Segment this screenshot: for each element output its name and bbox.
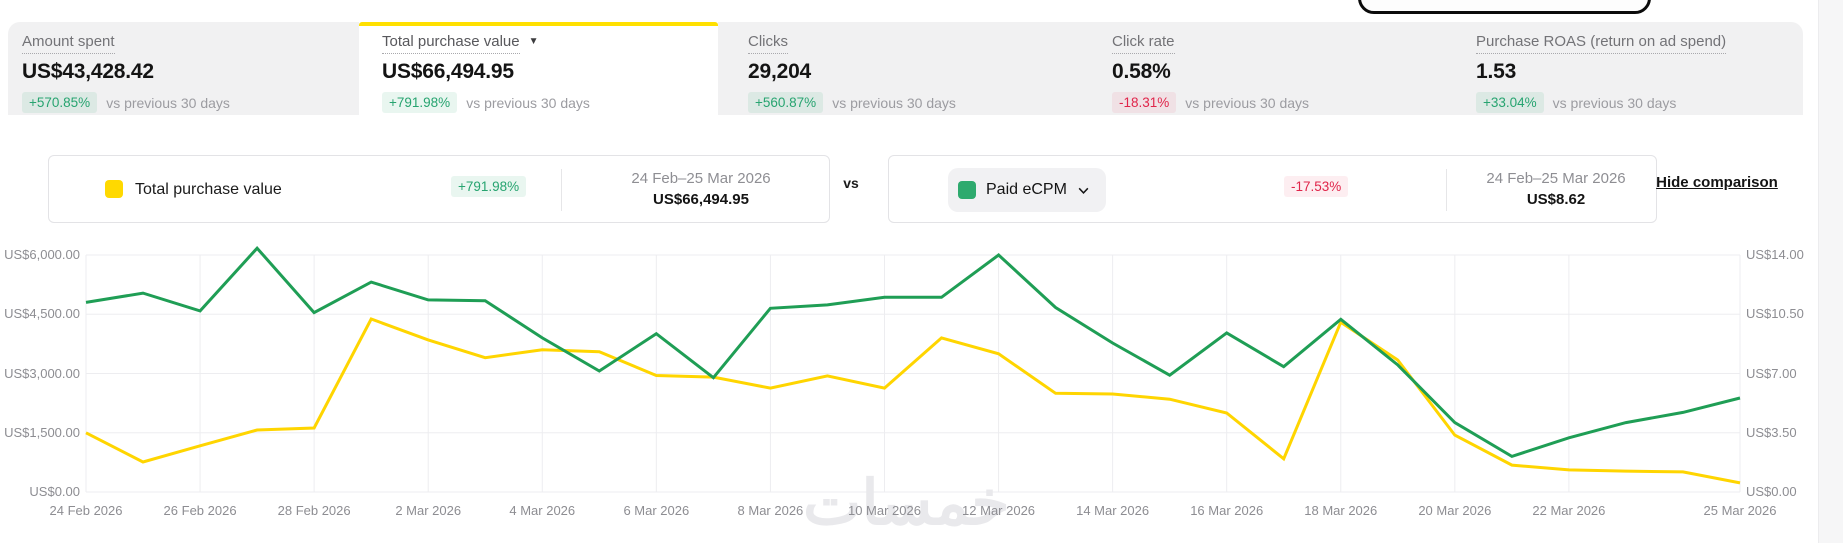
x-axis-label: 4 Mar 2026 [509, 503, 576, 518]
divider [1446, 169, 1447, 211]
metric-tab-total-purchase-value[interactable]: Total purchase value ▼ US$66,494.95 +791.… [359, 22, 718, 115]
metric-label: Click rate [1112, 34, 1175, 54]
metric-value: 0.58% [1112, 60, 1171, 83]
series-line-paid-ecpm [85, 245, 1741, 459]
secondary-date-block: 24 Feb–25 Mar 2026 US$8.62 [1456, 168, 1656, 210]
change-badge: +33.04% [1476, 92, 1544, 113]
cutoff-top-button[interactable] [1358, 0, 1651, 14]
y-axis-label-right: US$7.00 [1746, 365, 1797, 381]
x-axis-label: 14 Mar 2026 [1076, 503, 1150, 518]
secondary-series-name: Paid eCPM [986, 181, 1067, 198]
x-axis-label: 6 Mar 2026 [623, 503, 690, 518]
y-axis-label-right: US$3.50 [1746, 424, 1797, 440]
metric-label: Purchase ROAS (return on ad spend) [1476, 34, 1727, 54]
primary-date-block: 24 Feb–25 Mar 2026 US$66,494.95 [571, 168, 831, 210]
y-axis-label-left: US$3,000.00 [4, 365, 80, 381]
y-axis-label-left: US$4,500.00 [4, 306, 80, 322]
chart-plot-area [85, 245, 1741, 493]
change-badge: -18.31% [1112, 92, 1177, 113]
x-axis-label: 26 Feb 2026 [163, 503, 237, 518]
divider [561, 169, 562, 211]
secondary-series-swatch [958, 181, 976, 199]
chevron-down-icon[interactable]: ▼ [528, 36, 539, 47]
y-axis-label-right: US$14.00 [1746, 247, 1804, 262]
y-axis-label-left: US$1,500.00 [4, 424, 80, 440]
metric-value: 29,204 [748, 60, 812, 83]
x-axis-label: 28 Feb 2026 [277, 503, 351, 518]
primary-date-range: 24 Feb–25 Mar 2026 [631, 170, 771, 187]
x-axis-label: 16 Mar 2026 [1190, 503, 1264, 518]
primary-series-swatch [105, 180, 123, 198]
x-axis-label: 12 Mar 2026 [962, 503, 1036, 518]
hide-comparison-link[interactable]: Hide comparison [1656, 174, 1778, 191]
y-axis-label-right: US$10.50 [1746, 306, 1804, 322]
secondary-date-range: 24 Feb–25 Mar 2026 [1486, 170, 1626, 187]
x-axis-label: 8 Mar 2026 [737, 503, 804, 518]
secondary-metric-legend-card: Paid eCPM -17.53% 24 Feb–25 Mar 2026 US$… [888, 155, 1657, 223]
metric-value: US$43,428.42 [22, 60, 154, 83]
metric-value: US$66,494.95 [382, 60, 514, 83]
x-axis-label: 20 Mar 2026 [1418, 503, 1492, 518]
secondary-change-badge: -17.53% [1284, 176, 1349, 197]
y-axis-label-right: US$0.00 [1746, 484, 1797, 499]
metric-value: 1.53 [1476, 60, 1517, 83]
compare-period-label: vs previous 30 days [466, 94, 590, 111]
metric-tab-purchase-roas[interactable]: Purchase ROAS (return on ad spend) 1.53 … [1446, 22, 1803, 115]
metric-tab-clicks[interactable]: Clicks 29,204 +560.87% vs previous 30 da… [718, 22, 1082, 115]
x-axis-label: 25 Mar 2026 [1703, 503, 1777, 518]
primary-series-name: Total purchase value [135, 181, 282, 198]
compare-period-label: vs previous 30 days [832, 94, 956, 111]
primary-change-badge: +791.98% [451, 176, 527, 197]
secondary-total-value: US$8.62 [1526, 191, 1586, 208]
change-badge: +570.85% [22, 92, 98, 113]
x-axis-label: 2 Mar 2026 [395, 503, 462, 518]
x-axis-label: 24 Feb 2026 [49, 503, 123, 518]
x-axis-label: 10 Mar 2026 [847, 503, 921, 518]
primary-metric-legend-card: Total purchase value +791.98% 24 Feb–25 … [48, 155, 830, 223]
metrics-tab-bar: Amount spent US$43,428.42 +570.85% vs pr… [8, 22, 1803, 115]
secondary-metric-dropdown[interactable]: Paid eCPM [948, 168, 1106, 212]
vs-label: vs [843, 175, 859, 191]
metric-label: Amount spent [22, 34, 115, 54]
compare-period-label: vs previous 30 days [1552, 94, 1677, 111]
metric-label: Total purchase value [382, 34, 520, 54]
series-line-total-purchase-value [85, 317, 1741, 485]
y-axis-label-left: US$0.00 [29, 484, 80, 499]
metric-tab-click-rate[interactable]: Click rate 0.58% -18.31% vs previous 30 … [1082, 22, 1446, 115]
x-axis-label: 22 Mar 2026 [1532, 503, 1606, 518]
x-axis-label: 18 Mar 2026 [1304, 503, 1378, 518]
change-badge: +560.87% [748, 92, 824, 113]
chevron-down-icon [1078, 187, 1089, 194]
change-badge: +791.98% [382, 92, 458, 113]
primary-total-value: US$66,494.95 [653, 191, 749, 208]
y-axis-label-left: US$6,000.00 [4, 247, 80, 262]
right-page-gutter [1818, 0, 1843, 543]
metric-tab-amount-spent[interactable]: Amount spent US$43,428.42 +570.85% vs pr… [8, 22, 359, 115]
metric-label: Clicks [748, 34, 788, 54]
compare-period-label: vs previous 30 days [1185, 94, 1310, 111]
compare-period-label: vs previous 30 days [106, 94, 230, 111]
